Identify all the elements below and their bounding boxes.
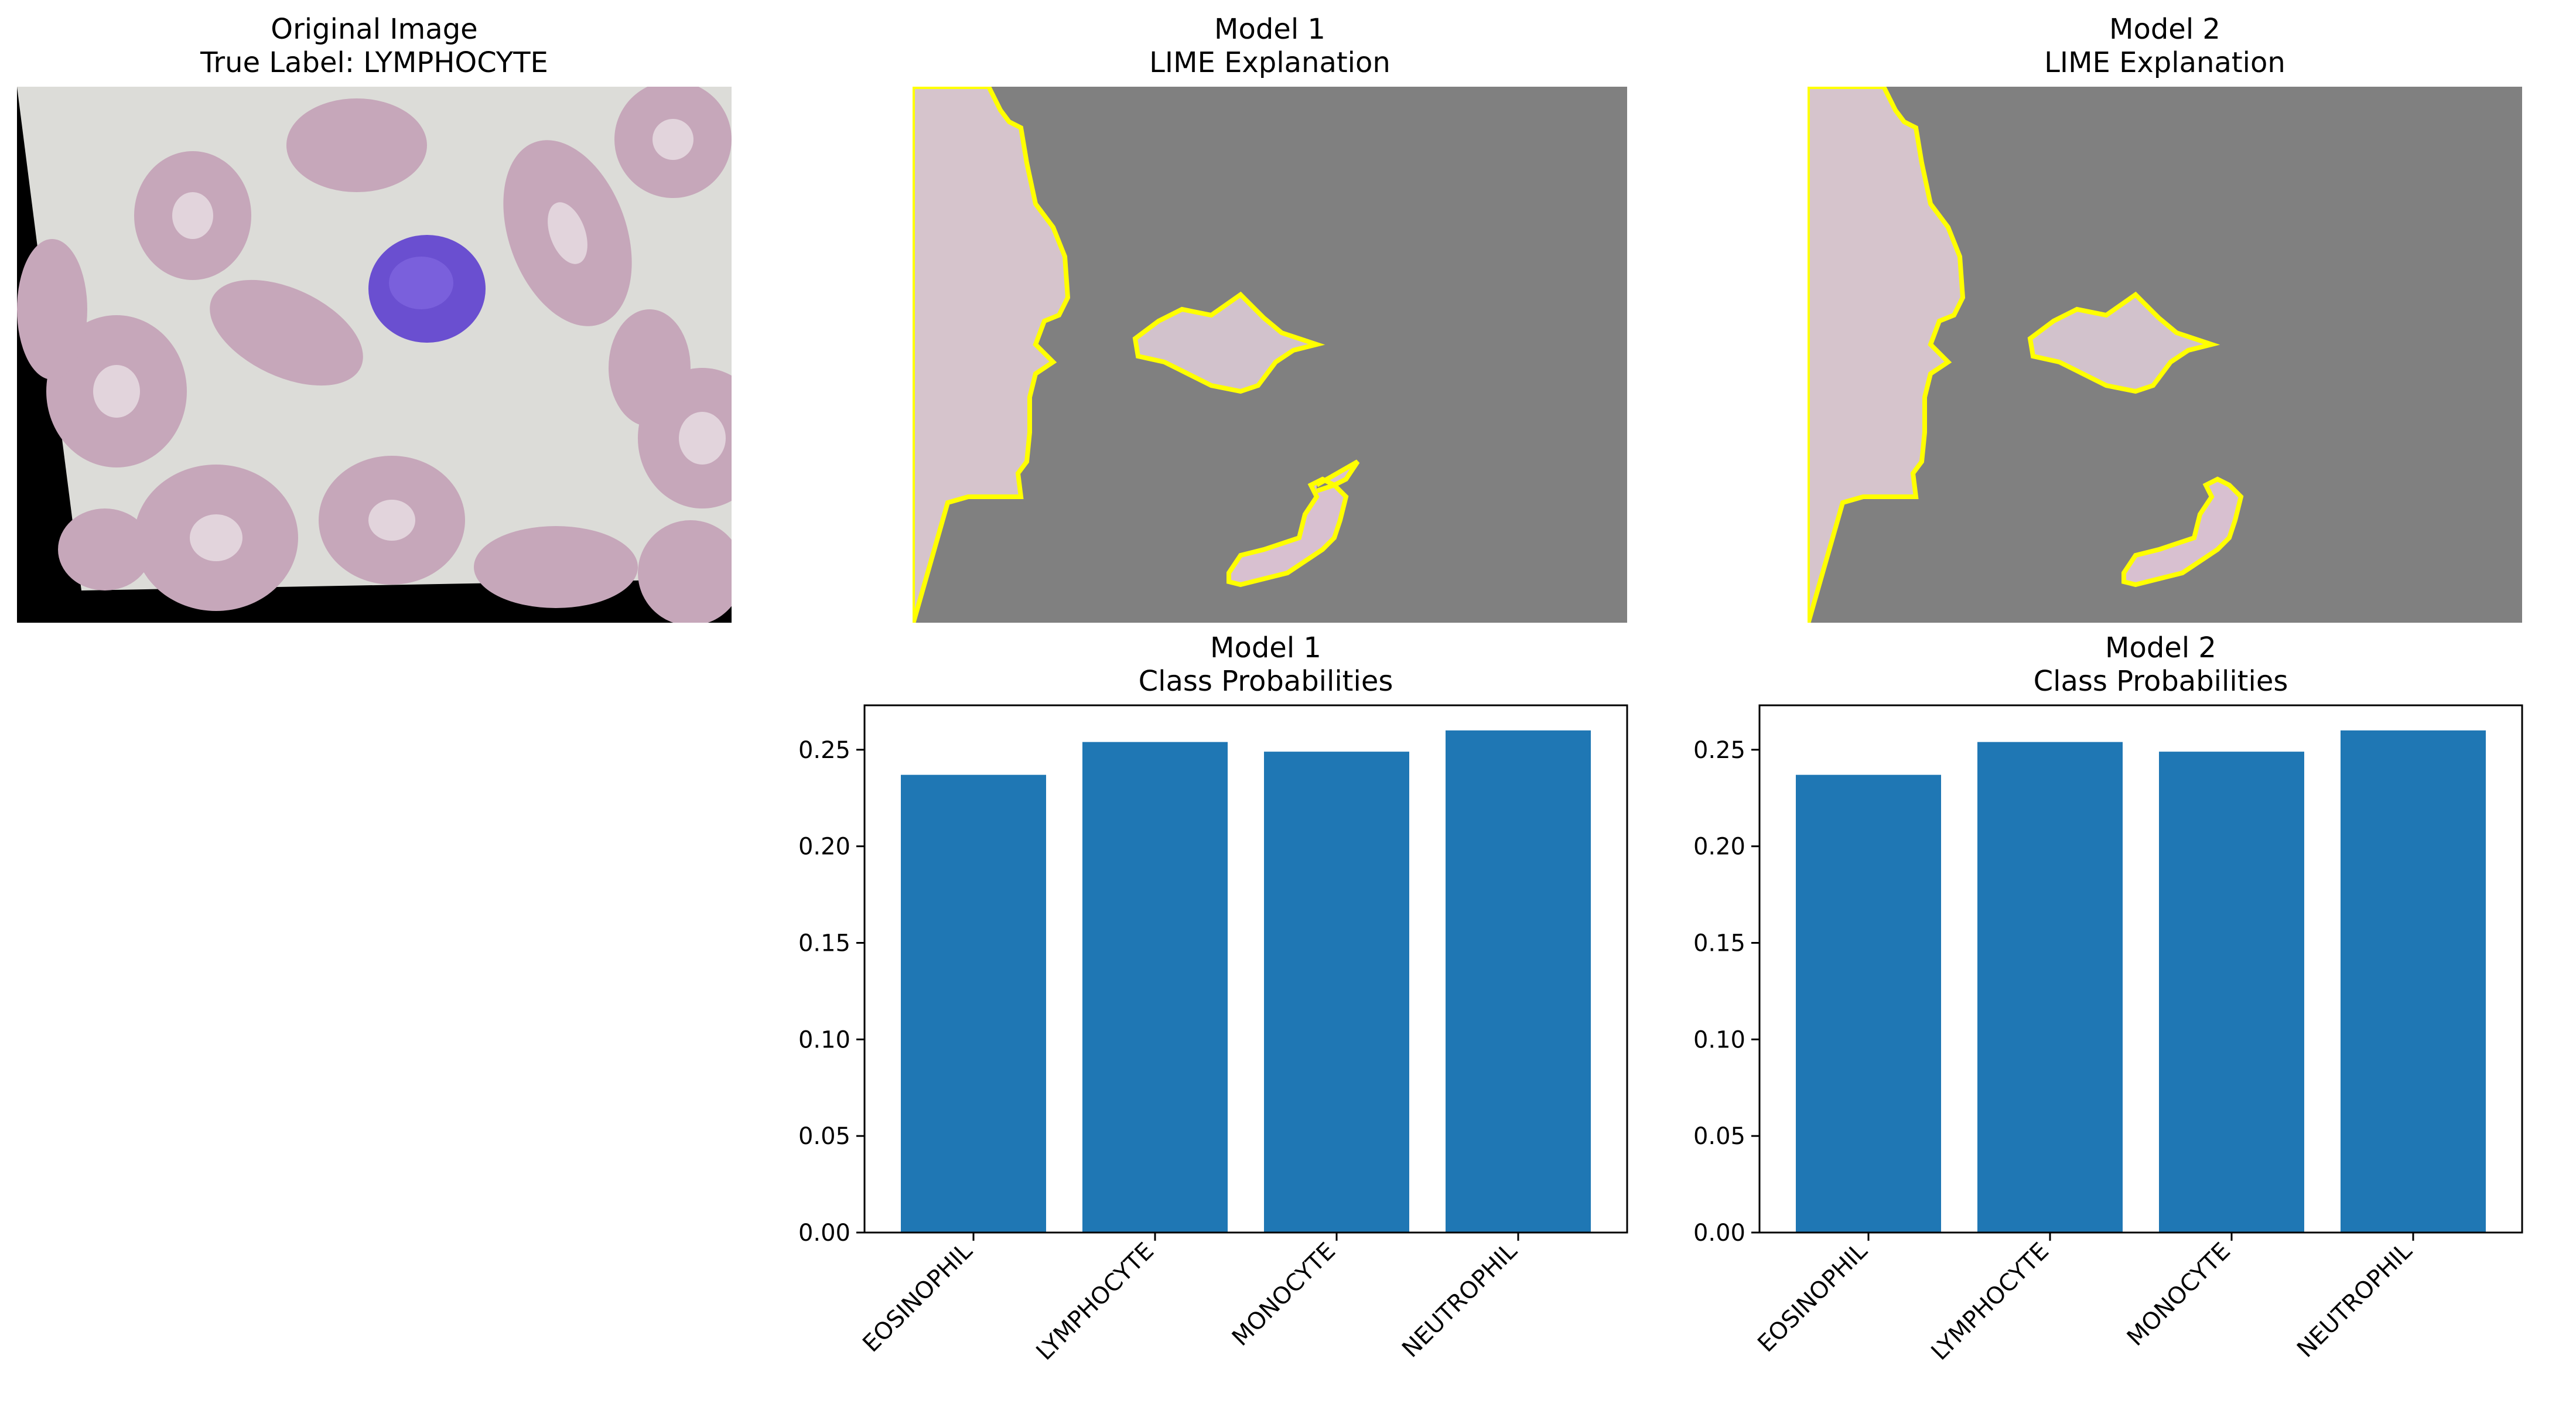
y-tick-label: 0.15 <box>798 930 850 957</box>
lime2-center-region <box>2027 291 2220 394</box>
bar-eosinophil <box>901 774 1046 1233</box>
lime1-bottom-region <box>1226 459 1360 588</box>
lime1-title: Model 1 LIME Explanation <box>913 13 1627 80</box>
chart1-title-line2: Class Probabilities <box>1138 665 1393 698</box>
lime1-center-region <box>1132 291 1325 394</box>
x-tick-label-lymphocyte: LYMPHOCYTE <box>1031 1238 1159 1366</box>
lime1-title-line1: Model 1 <box>1214 13 1325 46</box>
bar-lymphocyte <box>1977 742 2123 1233</box>
y-tick-label: 0.15 <box>1693 930 1745 957</box>
x-tick-label-monocyte: MONOCYTE <box>1227 1238 1341 1351</box>
bar-monocyte <box>1264 752 1409 1233</box>
lime1-title-line2: LIME Explanation <box>1149 46 1391 79</box>
lime2-left-region <box>1808 87 1966 623</box>
y-tick-label: 0.20 <box>1693 834 1745 861</box>
chart1-title: Model 1 Class Probabilities <box>865 631 1667 698</box>
x-tick-label-eosinophil: EOSINOPHIL <box>857 1237 978 1357</box>
lime2-explanation-image <box>1808 87 2522 623</box>
y-tick-label: 0.05 <box>798 1123 850 1150</box>
chart2-title: Model 2 Class Probabilities <box>1760 631 2562 698</box>
original-image <box>17 87 732 623</box>
x-tick-label-monocyte: MONOCYTE <box>2122 1238 2236 1351</box>
chart2-class-probabilities: 0.00 0.05 0.10 0.15 0.20 0.25 EOSINOPHIL LYMPHO… <box>1693 704 2523 1366</box>
blood-smear-image <box>17 87 732 623</box>
y-tick-label: 0.00 <box>1693 1220 1745 1247</box>
bar-eosinophil <box>1796 774 1941 1233</box>
x-tick-label-neutrophil: NEUTROPHIL <box>1397 1237 1522 1363</box>
plot-frame <box>863 704 1628 1234</box>
x-tick-label-lymphocyte: LYMPHOCYTE <box>1926 1238 2054 1366</box>
red-blood-cells <box>17 87 732 623</box>
lime1-left-region <box>913 87 1071 623</box>
lime1-mask <box>913 87 1627 623</box>
chart1-title-line1: Model 1 <box>1210 631 1321 664</box>
bar-neutrophil <box>1446 730 1591 1233</box>
lime1-explanation-image <box>913 87 1627 623</box>
plot-frame <box>1758 704 2523 1234</box>
lime2-title: Model 2 LIME Explanation <box>1808 13 2522 80</box>
lime2-title-line1: Model 2 <box>2109 13 2220 46</box>
x-tick-label-eosinophil: EOSINOPHIL <box>1752 1237 1873 1357</box>
chart1-class-probabilities: 0.00 0.05 0.10 0.15 0.20 0.25 EOSINOPHIL LYMPHO… <box>798 704 1628 1366</box>
y-tick-label: 0.10 <box>1693 1026 1745 1053</box>
lime2-mask <box>1808 87 2522 623</box>
bar-lymphocyte <box>1082 742 1228 1233</box>
bar-neutrophil <box>2341 730 2486 1233</box>
y-tick-label: 0.25 <box>798 737 850 764</box>
y-tick-label: 0.20 <box>798 834 850 861</box>
bar-monocyte <box>2159 752 2304 1233</box>
chart2-title-line2: Class Probabilities <box>2033 665 2288 698</box>
lime2-bottom-region <box>2121 476 2244 588</box>
lymphocyte-highlight <box>389 257 453 309</box>
y-tick-label: 0.25 <box>1693 737 1745 764</box>
y-tick-label: 0.05 <box>1693 1123 1745 1150</box>
x-tick-label-neutrophil: NEUTROPHIL <box>2292 1237 2417 1363</box>
lime2-title-line2: LIME Explanation <box>2044 46 2285 79</box>
y-tick-label: 0.00 <box>798 1220 850 1247</box>
rbc-centers <box>93 119 726 561</box>
original-title-line2: True Label: LYMPHOCYTE <box>200 46 548 79</box>
y-tick-label: 0.10 <box>798 1026 850 1053</box>
original-title-line1: Original Image <box>271 13 478 46</box>
chart2-title-line1: Model 2 <box>2105 631 2216 664</box>
original-image-title: Original Image True Label: LYMPHOCYTE <box>17 13 732 80</box>
